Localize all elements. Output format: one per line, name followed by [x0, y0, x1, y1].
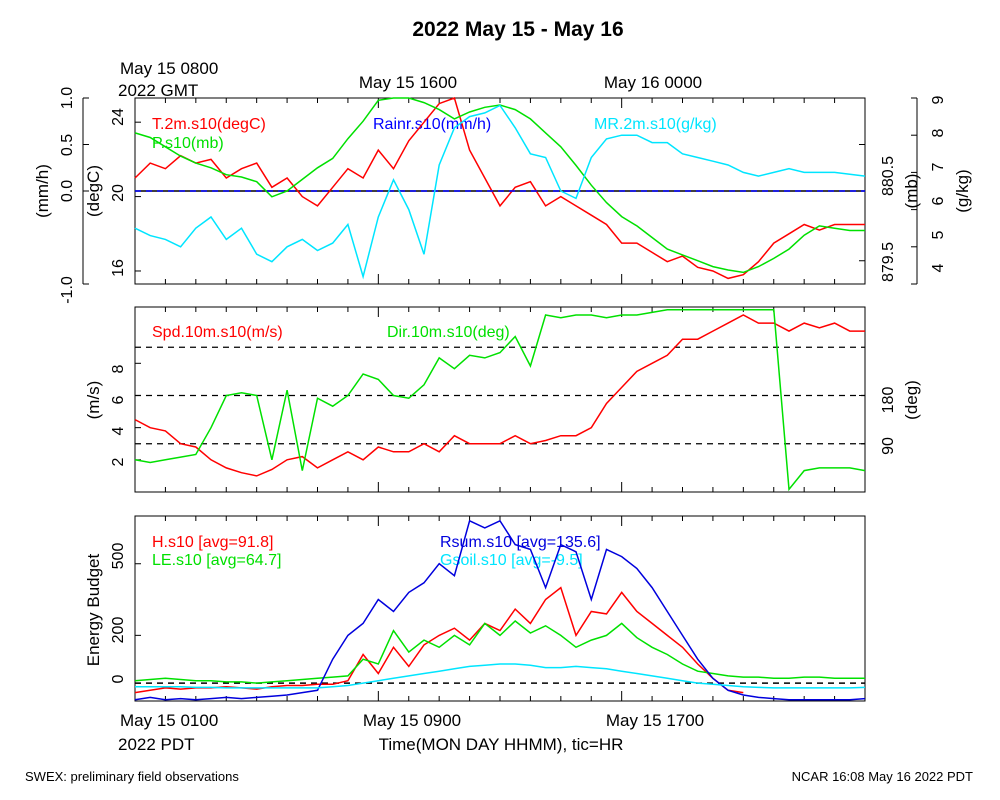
bottom-tick-label-3: May 15 1700: [606, 711, 704, 730]
panel-wind: Spd.10m.s10(m/s) Dir.10m.s10(deg) (m/s) …: [84, 306, 921, 493]
tick-ms-8: 8: [110, 364, 127, 373]
legend-pressure: P.s10(mb): [152, 135, 224, 152]
tick-mmh-neg1: -1.0: [59, 276, 76, 304]
legend-wind-direction: Dir.10m.s10(deg): [387, 324, 510, 341]
tick-mb-8805: 880.5: [880, 156, 897, 196]
top-tick-label-3: May 16 0000: [604, 73, 702, 92]
legend-soil-heat: Gsoil.s10 [avg=-9.5]: [440, 552, 583, 569]
tick-energy-500: 500: [110, 543, 127, 570]
tick-deg-90: 90: [880, 437, 897, 455]
tick-ms-6: 6: [110, 395, 127, 404]
tick-deg-180: 180: [880, 387, 897, 414]
axis-label-mmh: (mm/h): [33, 164, 52, 218]
series-line-0-3: [134, 104, 866, 280]
footer-right: NCAR 16:08 May 16 2022 PDT: [792, 769, 973, 784]
bottom-tick-label-2: May 15 0900: [363, 711, 461, 730]
series-line-1-0: [134, 314, 865, 477]
top-tick-label-1: May 15 0800: [120, 59, 218, 78]
legend-mixing-ratio: MR.2m.s10(g/kg): [594, 116, 717, 133]
series-line-2-1: [134, 620, 865, 684]
tick-mb-8795: 879.5: [880, 242, 897, 282]
axis-label-mb: (mb): [902, 174, 921, 209]
tick-gkg-8: 8: [930, 128, 947, 137]
panel-temperature-pressure: T.2m.s10(degC) P.s10(mb) Rainr.s10(mm/h)…: [33, 87, 972, 304]
series-line-2-3: [135, 663, 866, 689]
bottom-tick-label-1: May 15 0100: [120, 711, 218, 730]
legend-sensible-heat: H.s10 [avg=91.8]: [152, 534, 273, 551]
tick-mmh-05: 0.5: [59, 134, 76, 156]
top-tick-label-2: May 15 1600: [359, 73, 457, 92]
series-line-2-0: [134, 586, 744, 694]
x-axis-label: Time(MON DAY HHMM), tic=HR: [379, 735, 624, 754]
tick-energy-0: 0: [110, 674, 127, 683]
axis-label-deg: (deg): [902, 380, 921, 420]
axis-label-gkg: (g/kg): [953, 169, 972, 212]
tick-energy-200: 200: [110, 617, 127, 644]
axis-label-ms: (m/s): [84, 381, 103, 420]
tick-degc-24: 24: [110, 108, 127, 126]
tick-gkg-6: 6: [930, 196, 947, 205]
legend-wind-speed: Spd.10m.s10(m/s): [152, 324, 283, 341]
tick-gkg-9: 9: [930, 95, 947, 104]
tick-mmh-1: 1.0: [59, 87, 76, 109]
chart-title: 2022 May 15 - May 16: [412, 18, 623, 41]
tick-gkg-5: 5: [930, 230, 947, 239]
bottom-tick-sub: 2022 PDT: [118, 735, 195, 754]
tick-gkg-7: 7: [930, 162, 947, 171]
tick-mmh-0: 0.0: [59, 180, 76, 202]
tick-degc-20: 20: [110, 184, 127, 202]
tick-degc-16: 16: [110, 259, 127, 277]
axis-label-energy: Energy Budget: [84, 553, 103, 666]
axis-label-degc: (degC): [84, 165, 103, 217]
series-line-2-2: [134, 519, 866, 701]
legend-latent-heat: LE.s10 [avg=64.7]: [152, 552, 281, 569]
top-tick-sub: 2022 GMT: [118, 81, 198, 100]
tick-ms-2: 2: [110, 457, 127, 466]
tick-gkg-4: 4: [930, 263, 947, 272]
series-line-0-0: [134, 97, 865, 280]
footer-left: SWEX: preliminary field observations: [25, 769, 239, 784]
legend-rainrate: Rainr.s10(mm/h): [373, 116, 491, 133]
series-line-1-1: [134, 308, 866, 492]
panel-energy-budget: H.s10 [avg=91.8] LE.s10 [avg=64.7] Rsum.…: [84, 515, 866, 702]
tick-ms-4: 4: [110, 426, 127, 435]
legend-temperature: T.2m.s10(degC): [152, 116, 266, 133]
